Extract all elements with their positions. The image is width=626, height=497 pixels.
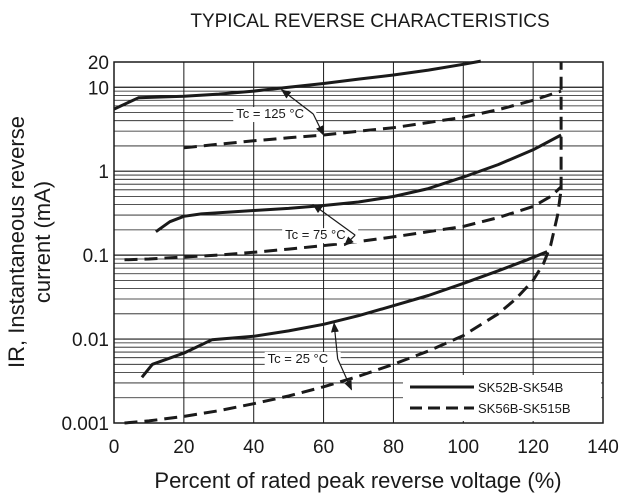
annotation-arrow-0-1 [312,113,325,136]
series-line-1 [183,89,562,150]
x-tick-label: 20 [173,437,194,458]
annotation-arrow-1-0 [312,204,356,236]
y-tick-label: 20 [88,53,109,74]
annotation-label-2: Tc = 25 °C [268,351,328,366]
x-tick-labels: 0 20 40 60 80 100 120 140 [109,437,619,458]
annotation-label-1: Tc = 75 °C [285,227,345,242]
x-tick-label: 80 [383,437,404,458]
annotation-backdrop-2 [264,351,341,367]
x-tick-label: 0 [109,437,120,458]
y-tick-label: 10 [88,78,109,99]
chart-title: TYPICAL REVERSE CHARACTERISTICS [190,11,549,32]
annotation-arrow-2-0 [330,322,339,359]
plot-frame [113,61,604,424]
grid-lines [114,62,603,423]
y-tick-label: 0.01 [72,330,109,351]
series-line-3 [124,185,563,262]
y-tick-labels: 0.001 0.01 0.1 1 10 20 [61,53,109,435]
annotation-backdrop-1 [282,228,359,244]
y-tick-label: 0.001 [61,414,109,435]
x-tick-label: 120 [517,437,549,458]
series-lines [113,59,563,425]
annotation-arrow-2-1 [337,358,353,391]
series-line-2 [155,133,562,233]
y-tick-label: 1 [98,162,109,183]
legend-label-solid: SK52B-SK54B [478,380,563,395]
y-axis-label-line1: IR, Instantaneous reverse [4,116,29,368]
y-tick-label: 0.1 [83,246,109,267]
legend-label-dashed: SK56B-SK515B [478,401,571,416]
series-line-4 [140,250,548,379]
x-tick-label: 100 [447,437,479,458]
y-axis-label-line2: current (mA) [30,181,55,303]
legend-box [403,375,601,421]
temperature-annotations: Tc = 125 °C Tc = 75 °C Tc = 25 °C [233,89,359,391]
legend: SK52B-SK54B SK56B-SK515B [403,375,601,421]
annotation-arrow-0-0 [280,89,314,115]
x-axis-label: Percent of rated peak reverse voltage (%… [154,468,561,493]
x-tick-label: 60 [313,437,334,458]
series-line-5 [124,189,563,425]
annotation-label-0: Tc = 125 °C [236,106,304,121]
annotation-backdrop-0 [233,107,317,123]
annotation-arrow-1-1 [343,234,356,247]
series-line-0 [113,59,482,111]
x-tick-label: 40 [243,437,264,458]
x-tick-label: 140 [587,437,619,458]
